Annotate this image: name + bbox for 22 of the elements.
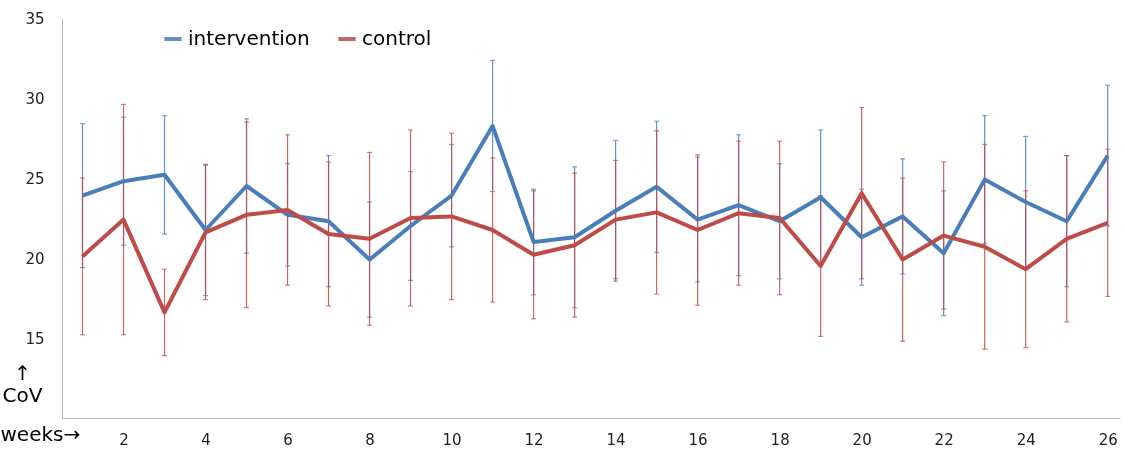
- x-tick-label: 26: [1098, 430, 1118, 449]
- x-tick-label: 14: [606, 430, 626, 449]
- y-tick-label: 30: [25, 89, 45, 108]
- y-tick-label: 20: [25, 249, 45, 268]
- x-tick-label: 16: [688, 430, 708, 449]
- x-tick-label: 20: [852, 430, 872, 449]
- y-axis-title: ↑ CoV: [2, 360, 43, 407]
- x-tick-label: 8: [365, 430, 375, 449]
- x-tick-label: 22: [934, 430, 954, 449]
- x-tick-label: 4: [201, 430, 211, 449]
- y-tick-label: 15: [25, 329, 45, 348]
- x-tick-label: 18: [770, 430, 790, 449]
- x-tick-label: 6: [283, 430, 293, 449]
- x-tick-label: 2: [119, 430, 129, 449]
- x-tick-label: 12: [524, 430, 544, 449]
- x-tick-label: 24: [1016, 430, 1036, 449]
- legend-label: intervention: [188, 26, 310, 50]
- x-axis-title: weeks→: [0, 421, 81, 446]
- x-tick-label: 10: [442, 430, 462, 449]
- legend-label: control: [362, 26, 432, 50]
- y-tick-label: 35: [25, 9, 45, 28]
- y-tick-label: 25: [25, 169, 45, 188]
